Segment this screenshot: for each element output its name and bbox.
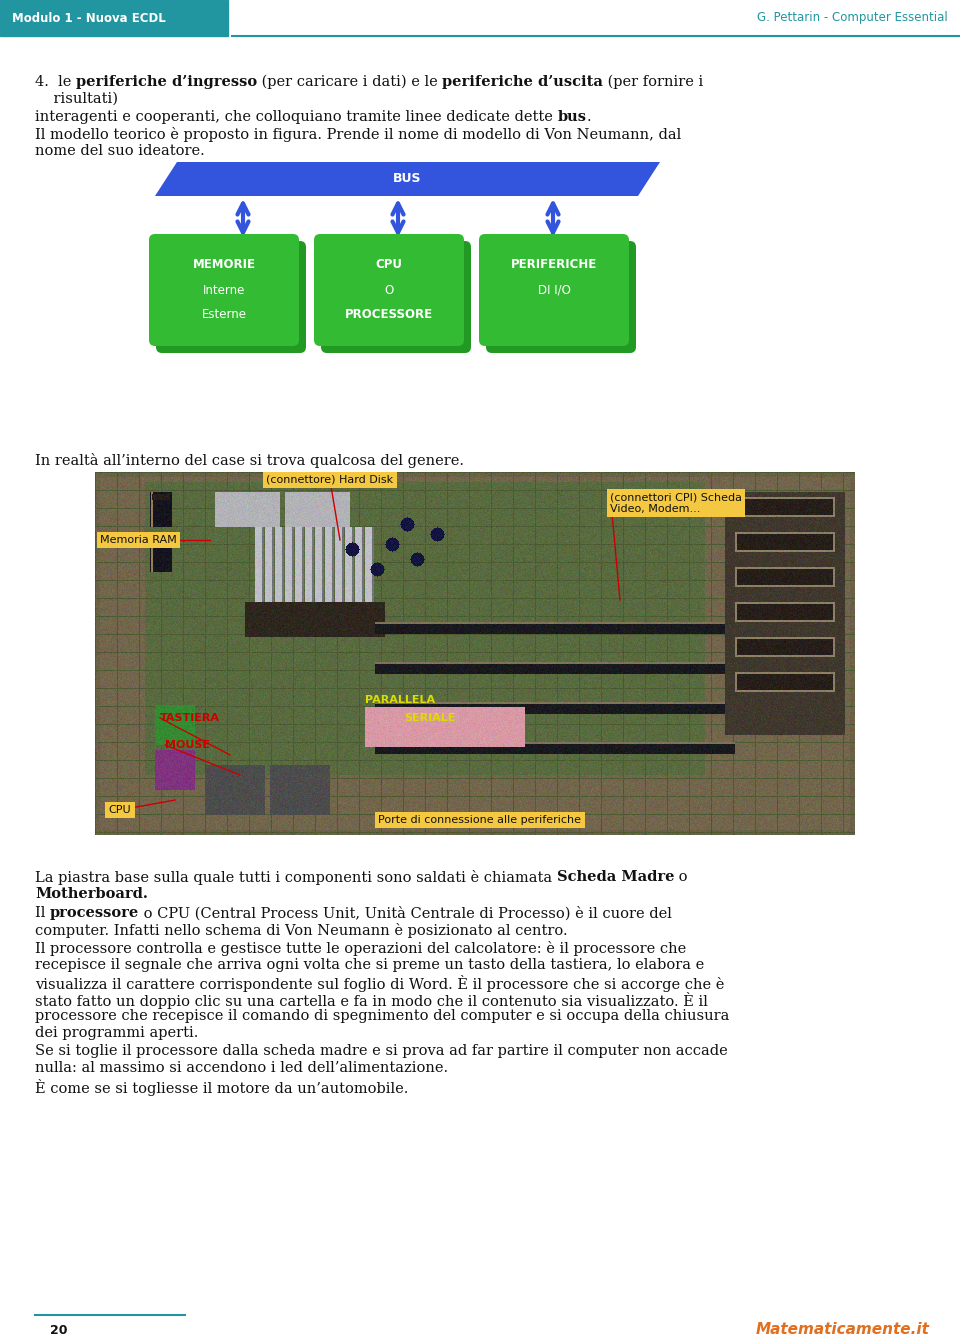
Text: La piastra base sulla quale tutti i componenti sono saldati è chiamata: La piastra base sulla quale tutti i comp… [35,870,557,884]
FancyBboxPatch shape [149,234,299,345]
Text: SERIALE: SERIALE [404,714,456,723]
FancyBboxPatch shape [479,234,629,345]
Text: (connettore) Hard Disk: (connettore) Hard Disk [267,474,394,485]
Text: TASTIERA: TASTIERA [160,714,220,723]
FancyBboxPatch shape [486,241,636,353]
Text: stato fatto un doppio clic su una cartella e fa in modo che il contenuto sia vis: stato fatto un doppio clic su una cartel… [35,992,708,1009]
Text: MEMORIE: MEMORIE [193,258,255,271]
Text: Motherboard.: Motherboard. [35,887,148,900]
Text: DI I/O: DI I/O [538,284,570,297]
Text: CPU: CPU [108,805,132,814]
FancyBboxPatch shape [314,234,464,345]
Text: Memoria RAM: Memoria RAM [100,535,177,546]
Text: Porte di connessione alle periferiche: Porte di connessione alle periferiche [378,814,582,825]
Text: periferiche d’ingresso: periferiche d’ingresso [76,75,257,89]
Text: È come se si togliesse il motore da un’automobile.: È come se si togliesse il motore da un’a… [35,1079,408,1095]
Text: risultati): risultati) [35,91,118,106]
Text: nome del suo ideatore.: nome del suo ideatore. [35,144,204,159]
Text: Interne: Interne [203,284,245,297]
Text: Esterne: Esterne [202,309,247,321]
Text: Se si toglie il processore dalla scheda madre e si prova ad far partire il compu: Se si toglie il processore dalla scheda … [35,1044,728,1058]
Text: computer. Infatti nello schema di Von Neumann è posizionato al centro.: computer. Infatti nello schema di Von Ne… [35,923,567,938]
Text: recepisce il segnale che arriva ogni volta che si preme un tasto della tastiera,: recepisce il segnale che arriva ogni vol… [35,958,705,972]
Text: PROCESSORE: PROCESSORE [345,309,433,321]
Text: Il modello teorico è proposto in figura. Prende il nome di modello di Von Neuman: Il modello teorico è proposto in figura.… [35,126,682,142]
Text: Scheda Madre: Scheda Madre [557,870,674,884]
Text: O: O [384,284,394,297]
Text: Modulo 1 - Nuova ECDL: Modulo 1 - Nuova ECDL [12,12,166,24]
Text: processore che recepisce il comando di spegnimento del computer e si occupa dell: processore che recepisce il comando di s… [35,1009,730,1023]
Bar [0,0,228,36]
FancyBboxPatch shape [156,241,306,353]
Text: G. Pettarin - Computer Essential: G. Pettarin - Computer Essential [757,12,948,24]
Text: .: . [587,110,591,124]
Text: 20: 20 [50,1324,67,1336]
Text: o CPU (Central Process Unit, Unità Centrale di Processo) è il cuore del: o CPU (Central Process Unit, Unità Centr… [139,906,672,921]
Text: In realtà all’interno del case si trova qualcosa del genere.: In realtà all’interno del case si trova … [35,453,464,468]
Text: interagenti e cooperanti, che colloquiano tramite linee dedicate dette: interagenti e cooperanti, che colloquian… [35,110,558,124]
Text: PARALLELA: PARALLELA [365,695,435,706]
Text: bus: bus [558,110,587,124]
Text: 4.  le: 4. le [35,75,76,89]
Text: (connettori CPI) Scheda
Video, Modem...: (connettori CPI) Scheda Video, Modem... [610,492,742,513]
Text: o: o [674,870,687,884]
Text: BUS: BUS [394,172,421,185]
Text: (per fornire i: (per fornire i [604,75,704,90]
Text: processore: processore [50,906,139,921]
FancyBboxPatch shape [321,241,471,353]
Text: MOUSE: MOUSE [165,741,210,750]
Text: (per caricare i dati) e le: (per caricare i dati) e le [257,75,443,90]
Text: periferiche d’uscita: periferiche d’uscita [443,75,604,89]
Text: visualizza il carattere corrispondente sul foglio di Word. È il processore che s: visualizza il carattere corrispondente s… [35,974,725,992]
Text: Il processore controlla e gestisce tutte le operazioni del calcolatore: è il pro: Il processore controlla e gestisce tutte… [35,941,686,956]
Text: CPU: CPU [375,258,402,271]
Text: Il: Il [35,906,50,921]
Text: dei programmi aperti.: dei programmi aperti. [35,1025,199,1040]
Text: PERIFERICHE: PERIFERICHE [511,258,597,271]
Text: nulla: al massimo si accendono i led dell’alimentazione.: nulla: al massimo si accendono i led del… [35,1060,448,1075]
Polygon shape [155,163,660,196]
Text: Matematicamente.it: Matematicamente.it [756,1322,930,1337]
